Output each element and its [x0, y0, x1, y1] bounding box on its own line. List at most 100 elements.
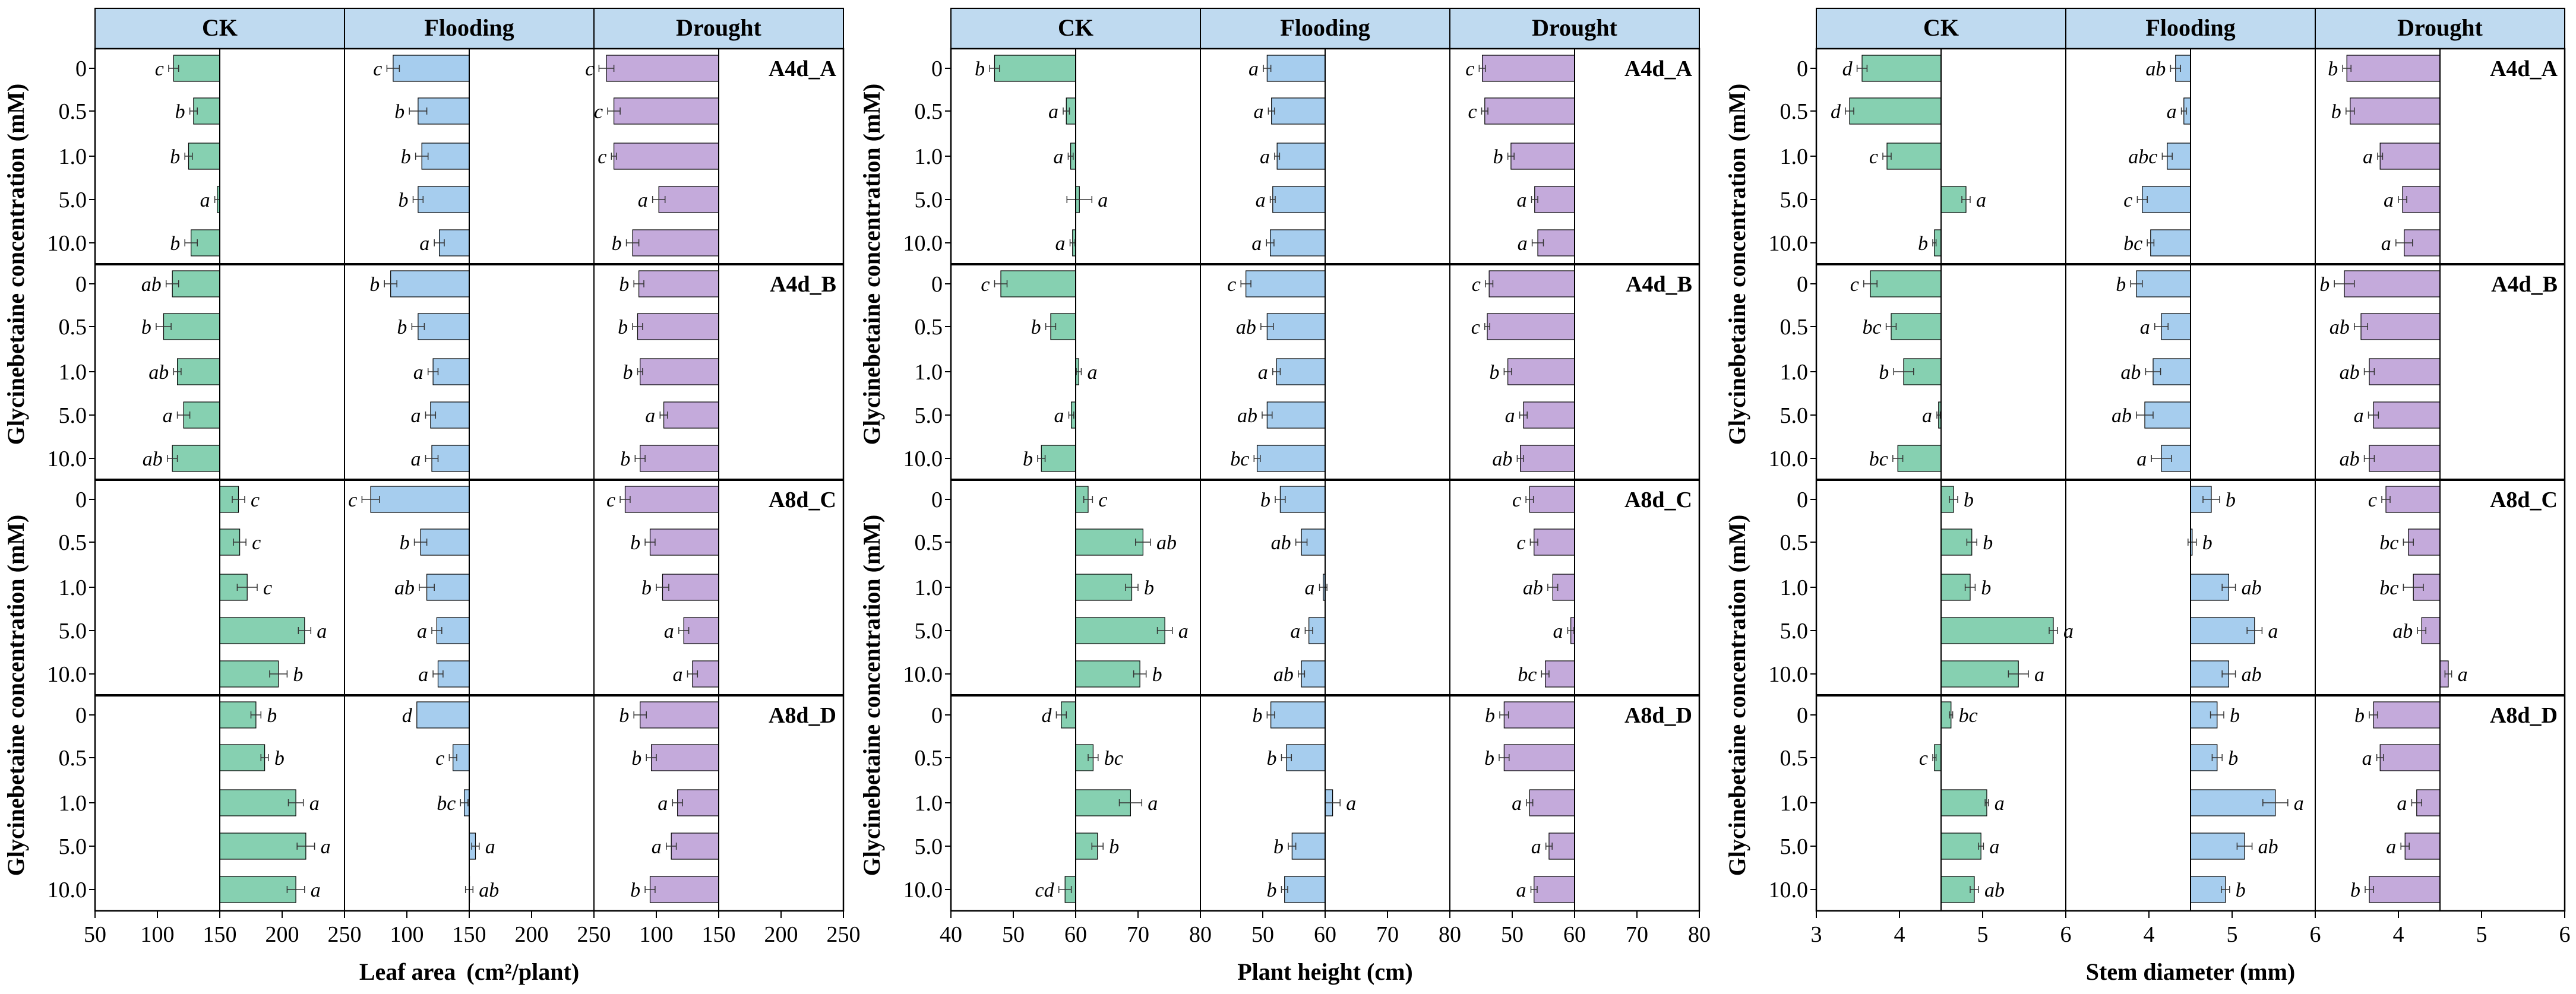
significance-letter: ab: [2112, 405, 2132, 427]
significance-letter: b: [620, 448, 630, 470]
bar: [1529, 789, 1575, 816]
significance-letter: b: [2228, 748, 2238, 770]
column-header-label: CK: [1923, 14, 1959, 41]
significance-letter: c: [373, 58, 382, 80]
bar: [1272, 186, 1326, 213]
x-tick-label: 4: [1894, 922, 1905, 947]
significance-letter: a: [311, 879, 321, 901]
x-tick-label: 80: [1688, 922, 1711, 947]
significance-letter: a: [1256, 189, 1266, 211]
bar: [219, 789, 296, 816]
significance-letter: a: [1148, 793, 1158, 815]
x-tick-label: 250: [328, 922, 362, 947]
significance-letter: c: [1098, 489, 1107, 511]
x-tick-label: 150: [702, 922, 736, 947]
significance-letter: d: [1831, 101, 1841, 123]
significance-letter: c: [606, 489, 615, 511]
group-label: A4d_B: [770, 272, 836, 297]
significance-letter: a: [321, 836, 331, 858]
significance-letter: b: [170, 146, 180, 168]
significance-letter: b: [1493, 146, 1503, 168]
bar: [390, 270, 470, 297]
significance-letter: b: [2350, 879, 2360, 901]
bar: [2190, 832, 2245, 860]
column-header: [950, 8, 1201, 49]
significance-letter: a: [1517, 189, 1527, 211]
y-tick-label: 0: [931, 703, 943, 728]
bar: [1488, 270, 1575, 297]
x-axis-label: Plant height (cm): [1237, 958, 1413, 985]
significance-letter: c: [1869, 146, 1878, 168]
significance-letter: a: [1053, 146, 1063, 168]
y-tick-label: 1.0: [1780, 144, 1809, 169]
bar: [2190, 617, 2255, 644]
significance-letter: c: [155, 58, 164, 80]
y-tick-label: 0: [1797, 272, 1808, 297]
bar: [219, 701, 257, 729]
bar: [2402, 186, 2441, 213]
significance-letter: c: [585, 58, 594, 80]
bar: [994, 55, 1076, 82]
significance-letter: bc: [2379, 577, 2398, 599]
x-tick-label: 80: [1439, 922, 1461, 947]
significance-letter: b: [1260, 489, 1270, 511]
bar: [421, 143, 470, 170]
significance-letter: c: [598, 146, 606, 168]
x-tick-label: 100: [141, 922, 175, 947]
bar: [1276, 358, 1326, 385]
column-header: [593, 8, 844, 49]
y-tick-label: 0: [75, 272, 87, 297]
significance-letter: b: [1983, 532, 1993, 554]
significance-letter: b: [1267, 748, 1277, 770]
x-tick-label: 6: [2060, 922, 2072, 947]
x-tick-label: 6: [2310, 922, 2321, 947]
bar: [1897, 445, 1942, 472]
significance-letter: abc: [2128, 146, 2157, 168]
y-tick-label: 1.0: [1780, 791, 1809, 816]
significance-letter: ab: [148, 362, 169, 384]
significance-letter: a: [1505, 405, 1515, 427]
significance-letter: ab: [1492, 448, 1512, 470]
x-tick-label: 70: [1127, 922, 1149, 947]
bar: [172, 445, 220, 472]
bar: [1940, 832, 1981, 860]
significance-letter: b: [175, 101, 185, 123]
significance-letter: a: [1055, 233, 1066, 255]
y-tick-label: 10.0: [1769, 662, 1809, 687]
bar: [1075, 574, 1133, 601]
significance-letter: a: [1087, 362, 1097, 384]
significance-letter: a: [1531, 836, 1541, 858]
significance-letter: a: [2386, 836, 2396, 858]
bar: [1041, 445, 1076, 472]
bar: [1286, 744, 1326, 771]
x-tick-label: 200: [515, 922, 549, 947]
significance-letter: b: [1485, 705, 1495, 727]
bar: [1484, 97, 1575, 125]
significance-letter: a: [645, 405, 655, 427]
bar: [2369, 358, 2441, 385]
significance-letter: c: [1468, 101, 1477, 123]
bar: [2379, 143, 2441, 170]
y-tick-label: 0: [75, 56, 87, 81]
significance-letter: ab: [394, 577, 415, 599]
significance-letter: b: [2319, 274, 2330, 296]
significance-letter: ab: [1984, 879, 2005, 901]
significance-letter: a: [2136, 448, 2147, 470]
y-tick-label: 0: [75, 487, 87, 512]
bar: [1891, 313, 1942, 340]
significance-letter: a: [317, 621, 327, 642]
y-tick-label: 10.0: [48, 662, 87, 687]
significance-letter: b: [1109, 836, 1119, 858]
x-axis-label: Stem diameter (mm): [2086, 958, 2295, 985]
x-tick-label: 5: [2227, 922, 2238, 947]
bar: [188, 143, 220, 170]
column-header-label: Drought: [1532, 14, 1617, 41]
significance-letter: a: [1512, 793, 1522, 815]
significance-letter: a: [417, 621, 427, 642]
y-tick-label: 5.0: [59, 619, 87, 644]
y-tick-label: 0: [931, 487, 943, 512]
chart-2: CKbaaaacbaabcabbabdbcabcdFloodingaaaaaca…: [858, 8, 1711, 985]
significance-letter: ab: [2330, 316, 2350, 338]
x-tick-label: 200: [265, 922, 299, 947]
significance-letter: b: [394, 101, 404, 123]
